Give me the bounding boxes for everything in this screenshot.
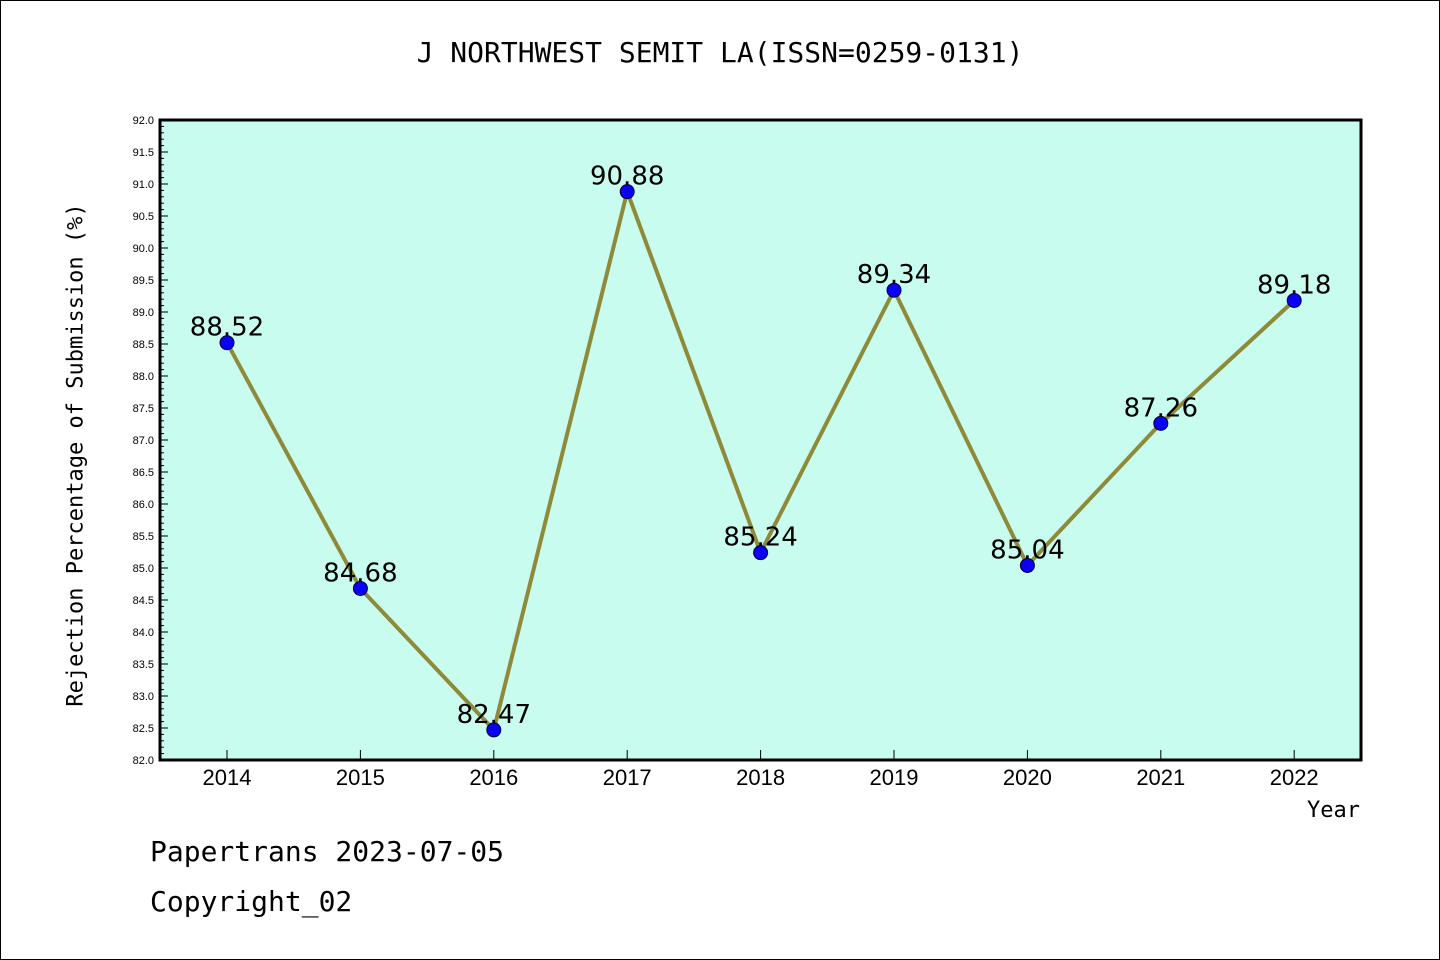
x-tick-label: 2020 — [1003, 765, 1052, 790]
data-points — [219, 184, 1302, 738]
data-label: 90.88 — [590, 162, 664, 192]
y-tick-label: 85.5 — [133, 531, 154, 543]
data-label: 85.24 — [723, 523, 797, 553]
data-point — [352, 580, 368, 596]
x-tick-label: 2022 — [1270, 765, 1319, 790]
y-tick-label: 87.0 — [133, 435, 154, 447]
data-point — [753, 545, 769, 561]
y-tick-label: 89.0 — [133, 307, 154, 319]
y-tick-label: 82.5 — [133, 723, 154, 735]
y-tick-label: 88.5 — [133, 339, 154, 351]
x-tick-label: 2015 — [336, 765, 385, 790]
y-tick-label: 83.0 — [133, 691, 154, 703]
y-tick-label: 84.5 — [133, 595, 154, 607]
y-tick-label: 90.0 — [133, 243, 154, 255]
y-tick-label: 91.5 — [133, 147, 154, 159]
x-tick-label: 2021 — [1136, 765, 1185, 790]
data-point — [1019, 557, 1035, 573]
data-point — [886, 282, 902, 298]
data-point — [486, 722, 502, 738]
y-tick-label: 84.0 — [133, 627, 154, 639]
data-labels: 88.52 84.68 82.47 90.88 85.24 89.34 85.04 87.26… — [190, 162, 1332, 730]
x-tick-label: 2018 — [736, 765, 785, 790]
data-label: 84.68 — [323, 558, 397, 588]
y-tick-label: 90.5 — [133, 211, 154, 223]
data-point — [1286, 292, 1302, 308]
y-tick-label: 88.0 — [133, 371, 154, 383]
copyright-note: Copyright_02 — [150, 885, 353, 918]
y-tick-label: 82.0 — [133, 755, 154, 767]
x-axis: 2014 2015 2016 2017 2018 2019 2020 2021 2022 — [203, 750, 1319, 790]
data-label: 85.04 — [990, 535, 1064, 565]
data-label: 87.26 — [1124, 393, 1198, 423]
x-tick-label: 2019 — [870, 765, 919, 790]
data-label: 82.47 — [457, 700, 531, 730]
y-tick-label: 86.0 — [133, 499, 154, 511]
y-tick-label: 89.5 — [133, 275, 154, 287]
y-tick-label: 87.5 — [133, 403, 154, 415]
data-label: 88.52 — [190, 313, 264, 343]
y-tick-label: 92.0 — [133, 115, 154, 127]
data-point — [619, 184, 635, 200]
source-note: Papertrans 2023-07-05 — [150, 835, 505, 868]
x-tick-label: 2017 — [603, 765, 652, 790]
data-point — [1153, 415, 1169, 431]
data-label: 89.18 — [1257, 270, 1331, 300]
data-label: 89.34 — [857, 260, 931, 290]
y-tick-label: 86.5 — [133, 467, 154, 479]
y-tick-label: 91.0 — [133, 179, 154, 191]
data-point — [219, 335, 235, 351]
y-tick-label: 83.5 — [133, 659, 154, 671]
x-axis-label: Year — [1307, 798, 1360, 823]
x-tick-label: 2016 — [469, 765, 518, 790]
plot-area — [160, 120, 1361, 760]
chart-title: J NORTHWEST SEMIT LA(ISSN=0259-0131) — [416, 36, 1024, 69]
y-tick-label: 85.0 — [133, 563, 154, 575]
plot-border — [158, 118, 1363, 762]
y-axis-label: Rejection Percentage of Submission (%) — [63, 203, 89, 707]
x-tick-label: 2014 — [203, 765, 252, 790]
